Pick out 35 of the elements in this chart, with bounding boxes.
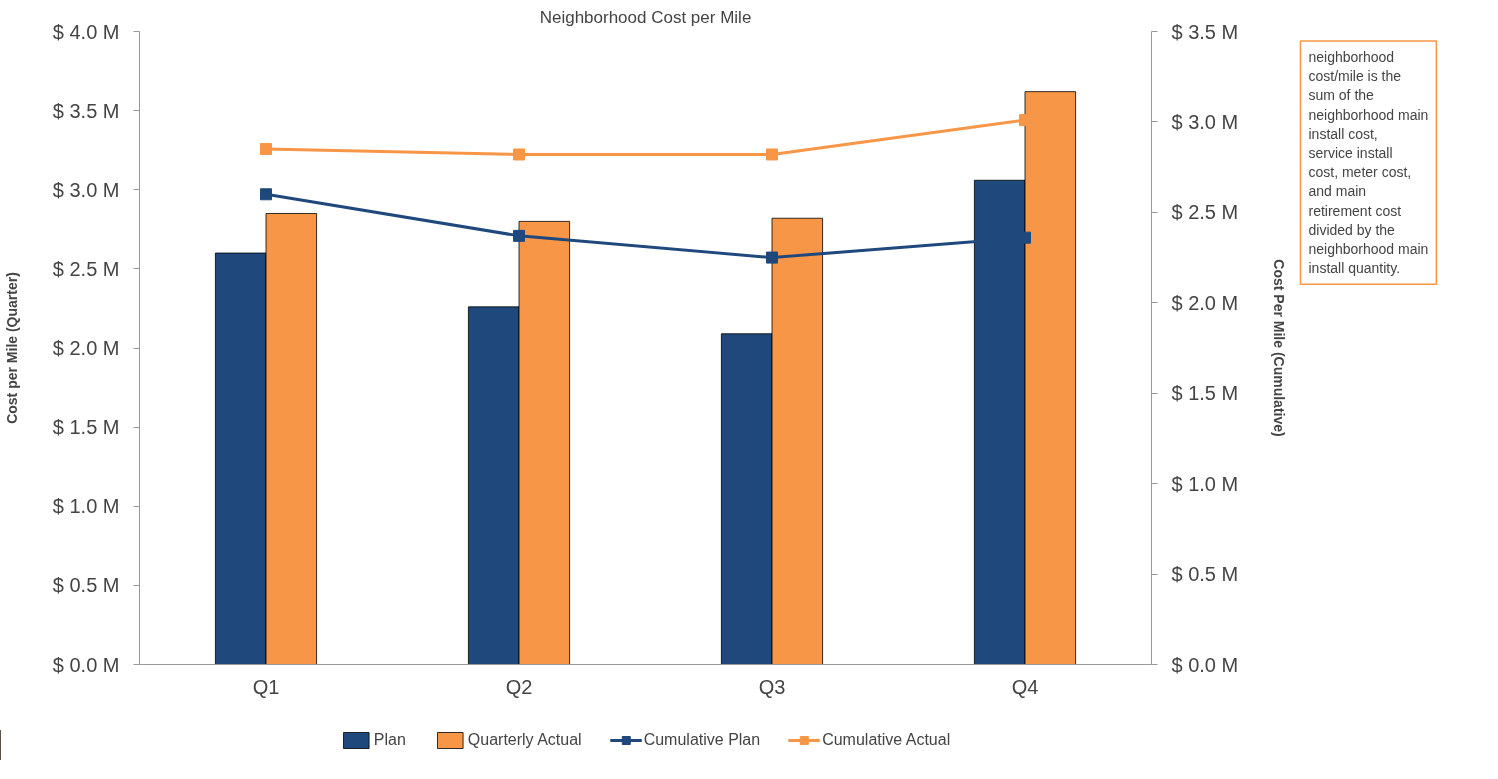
legend-label: Plan	[373, 731, 406, 749]
y-tick-label: $ 2.0 M	[52, 337, 120, 359]
y-tick-label: $ 2.5 M	[52, 257, 120, 280]
y2-tick-label: $ 2.0 M	[1171, 291, 1239, 314]
point	[260, 188, 272, 201]
y2-tick-label: $ 1.0 M	[1171, 472, 1239, 495]
legend-label: Cumulative Plan	[643, 731, 761, 749]
y-tick-label: $ 0.0 M	[52, 653, 120, 676]
point	[513, 229, 525, 242]
y-tick-label: $ 1.5 M	[52, 416, 120, 439]
x-tick-label: Q4	[1011, 675, 1039, 698]
text: neighborhood cost/mile is the sum of the neighborhood main install cost, service install cost, meter cost, and main retirement cost divided by the neighborhood main install quantity.	[1308, 48, 1429, 277]
x-tick-label: Q2	[505, 675, 533, 698]
point	[766, 251, 778, 264]
y2-tick-label: $ 2.5 M	[1171, 201, 1239, 224]
y2-axis-title: Cost Per Mile (Cumulative)	[1271, 259, 1288, 437]
legend-label: Quarterly Actual	[467, 731, 582, 749]
x-tick-label: Q1	[252, 675, 280, 698]
y-tick-label: $ 1.0 M	[52, 495, 120, 518]
y-axis-title: Cost per Mile (Quarter)	[3, 272, 20, 424]
point	[766, 148, 778, 161]
y2-tick-label: $ 3.5 M	[1171, 20, 1239, 43]
y-tick-label: $ 3.5 M	[52, 99, 120, 122]
y2-tick-label: $ 0.5 M	[1171, 563, 1239, 586]
y-tick-label: $ 3.0 M	[52, 178, 120, 201]
legend-label: Cumulative Actual	[822, 731, 951, 749]
point	[260, 143, 272, 156]
y2-tick-label: $ 1.5 M	[1171, 382, 1239, 405]
y2-tick-label: $ 0.0 M	[1171, 653, 1239, 676]
y-tick-label: $ 0.5 M	[52, 574, 120, 597]
chart-title: Neighborhood Cost per Mile	[539, 7, 752, 27]
x-tick-label: Q3	[758, 675, 786, 698]
y2-tick-label: $ 3.0 M	[1171, 110, 1239, 133]
point	[513, 148, 525, 161]
y-tick-label: $ 4.0 M	[52, 20, 120, 43]
